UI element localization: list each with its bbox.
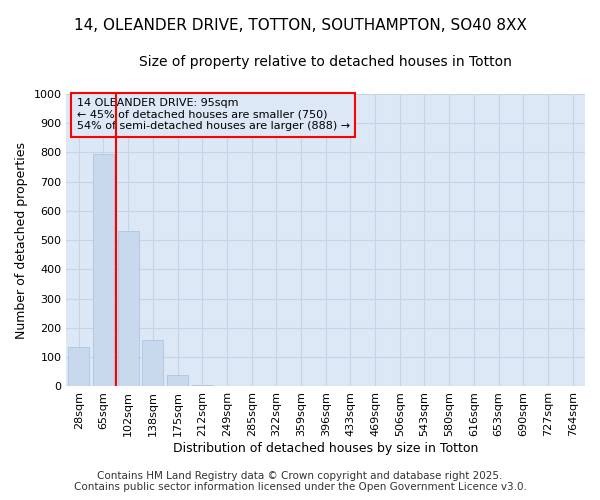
Bar — [142, 340, 163, 386]
Bar — [68, 347, 89, 387]
Bar — [167, 375, 188, 386]
Text: Contains HM Land Registry data © Crown copyright and database right 2025.
Contai: Contains HM Land Registry data © Crown c… — [74, 471, 526, 492]
Bar — [118, 232, 139, 386]
Text: 14, OLEANDER DRIVE, TOTTON, SOUTHAMPTON, SO40 8XX: 14, OLEANDER DRIVE, TOTTON, SOUTHAMPTON,… — [74, 18, 527, 32]
Text: 14 OLEANDER DRIVE: 95sqm
← 45% of detached houses are smaller (750)
54% of semi-: 14 OLEANDER DRIVE: 95sqm ← 45% of detach… — [77, 98, 350, 132]
Bar — [93, 154, 114, 386]
Title: Size of property relative to detached houses in Totton: Size of property relative to detached ho… — [139, 55, 512, 69]
X-axis label: Distribution of detached houses by size in Totton: Distribution of detached houses by size … — [173, 442, 478, 455]
Y-axis label: Number of detached properties: Number of detached properties — [15, 142, 28, 338]
Bar — [192, 385, 213, 386]
